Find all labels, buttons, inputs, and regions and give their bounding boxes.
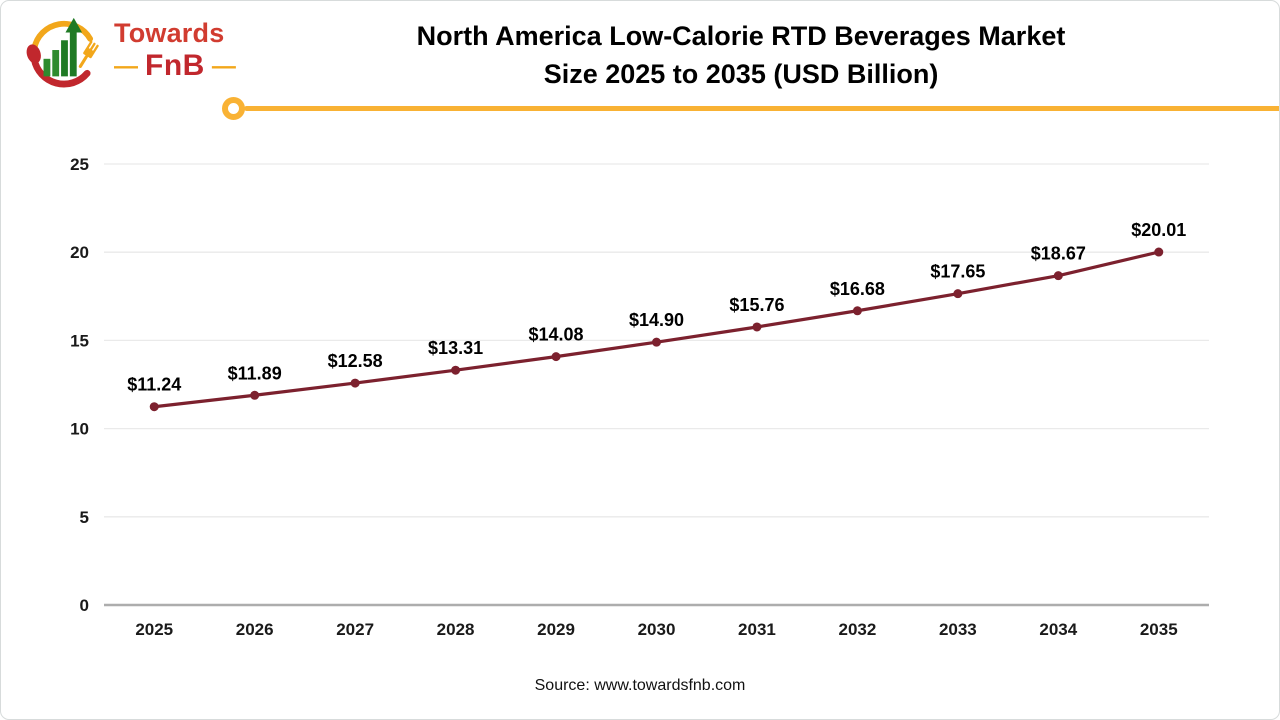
data-point-label: $20.01 <box>1131 220 1186 240</box>
x-tick-label: 2025 <box>135 620 173 639</box>
growth-bars-icon <box>43 17 83 77</box>
data-point-marker <box>1154 247 1164 257</box>
x-tick-label: 2035 <box>1140 620 1178 639</box>
y-tick-label: 15 <box>70 331 89 350</box>
x-tick-label: 2027 <box>336 620 374 639</box>
x-tick-label: 2026 <box>236 620 274 639</box>
title-divider-line <box>244 106 1279 111</box>
data-point-label: $17.65 <box>930 262 985 282</box>
x-tick-label: 2031 <box>738 620 776 639</box>
logo-text: Towards — FnB — <box>114 20 236 81</box>
data-point-label: $14.90 <box>629 310 684 330</box>
y-tick-label: 10 <box>70 420 89 439</box>
x-tick-label: 2029 <box>537 620 575 639</box>
data-point-marker <box>1053 271 1063 281</box>
towardsfnb-logo-icon <box>26 17 99 88</box>
logo-brand-name: Towards <box>114 18 225 49</box>
data-point-label: $11.24 <box>127 375 181 395</box>
towardsfnb-logo: Towards — FnB — <box>23 11 236 91</box>
data-point-marker <box>250 390 260 400</box>
source-text: Source: www.towardsfnb.com <box>534 677 746 694</box>
logo-dash-left: — <box>114 52 138 80</box>
x-tick-label: 2030 <box>638 620 676 639</box>
logo-brand-sub: — FnB — <box>114 48 236 82</box>
data-point-marker <box>852 306 862 316</box>
data-point-marker <box>451 365 461 375</box>
fork-icon <box>78 40 99 68</box>
data-point-label: $14.08 <box>529 325 584 345</box>
data-point-label: $16.68 <box>830 279 885 299</box>
logo-arc-red <box>30 55 91 88</box>
logo-dash-right: — <box>211 52 236 80</box>
page-title-line2: Size 2025 to 2035 (USD Billion) <box>543 59 939 89</box>
data-point-label: $13.31 <box>428 338 483 358</box>
y-tick-label: 5 <box>80 508 89 527</box>
data-point-label: $11.89 <box>228 363 282 383</box>
data-point-marker <box>149 402 159 412</box>
page-title-line1: North America Low-Calorie RTD Beverages … <box>416 21 1066 51</box>
spoon-icon <box>26 44 41 64</box>
data-point-label: $15.76 <box>729 295 784 315</box>
y-tick-label: 0 <box>80 596 89 615</box>
x-tick-label: 2034 <box>1039 620 1077 639</box>
logo-arc-yellow <box>31 20 94 52</box>
data-point-marker <box>652 337 661 347</box>
title-divider-ring-icon <box>222 97 245 120</box>
x-tick-label: 2032 <box>838 620 876 639</box>
data-point-label: $12.58 <box>328 351 383 371</box>
data-point-marker <box>953 289 963 299</box>
x-tick-label: 2033 <box>939 620 977 639</box>
data-point-marker <box>752 322 762 332</box>
data-point-marker <box>551 352 561 362</box>
y-tick-label: 20 <box>70 243 89 262</box>
y-tick-label: 25 <box>70 155 89 174</box>
data-point-marker <box>350 378 360 388</box>
page-title: North America Low-Calorie RTD Beverages … <box>301 17 1181 93</box>
logo-fnb-text: FnB <box>145 48 205 82</box>
x-tick-label: 2028 <box>437 620 475 639</box>
data-point-label: $18.67 <box>1031 244 1086 264</box>
